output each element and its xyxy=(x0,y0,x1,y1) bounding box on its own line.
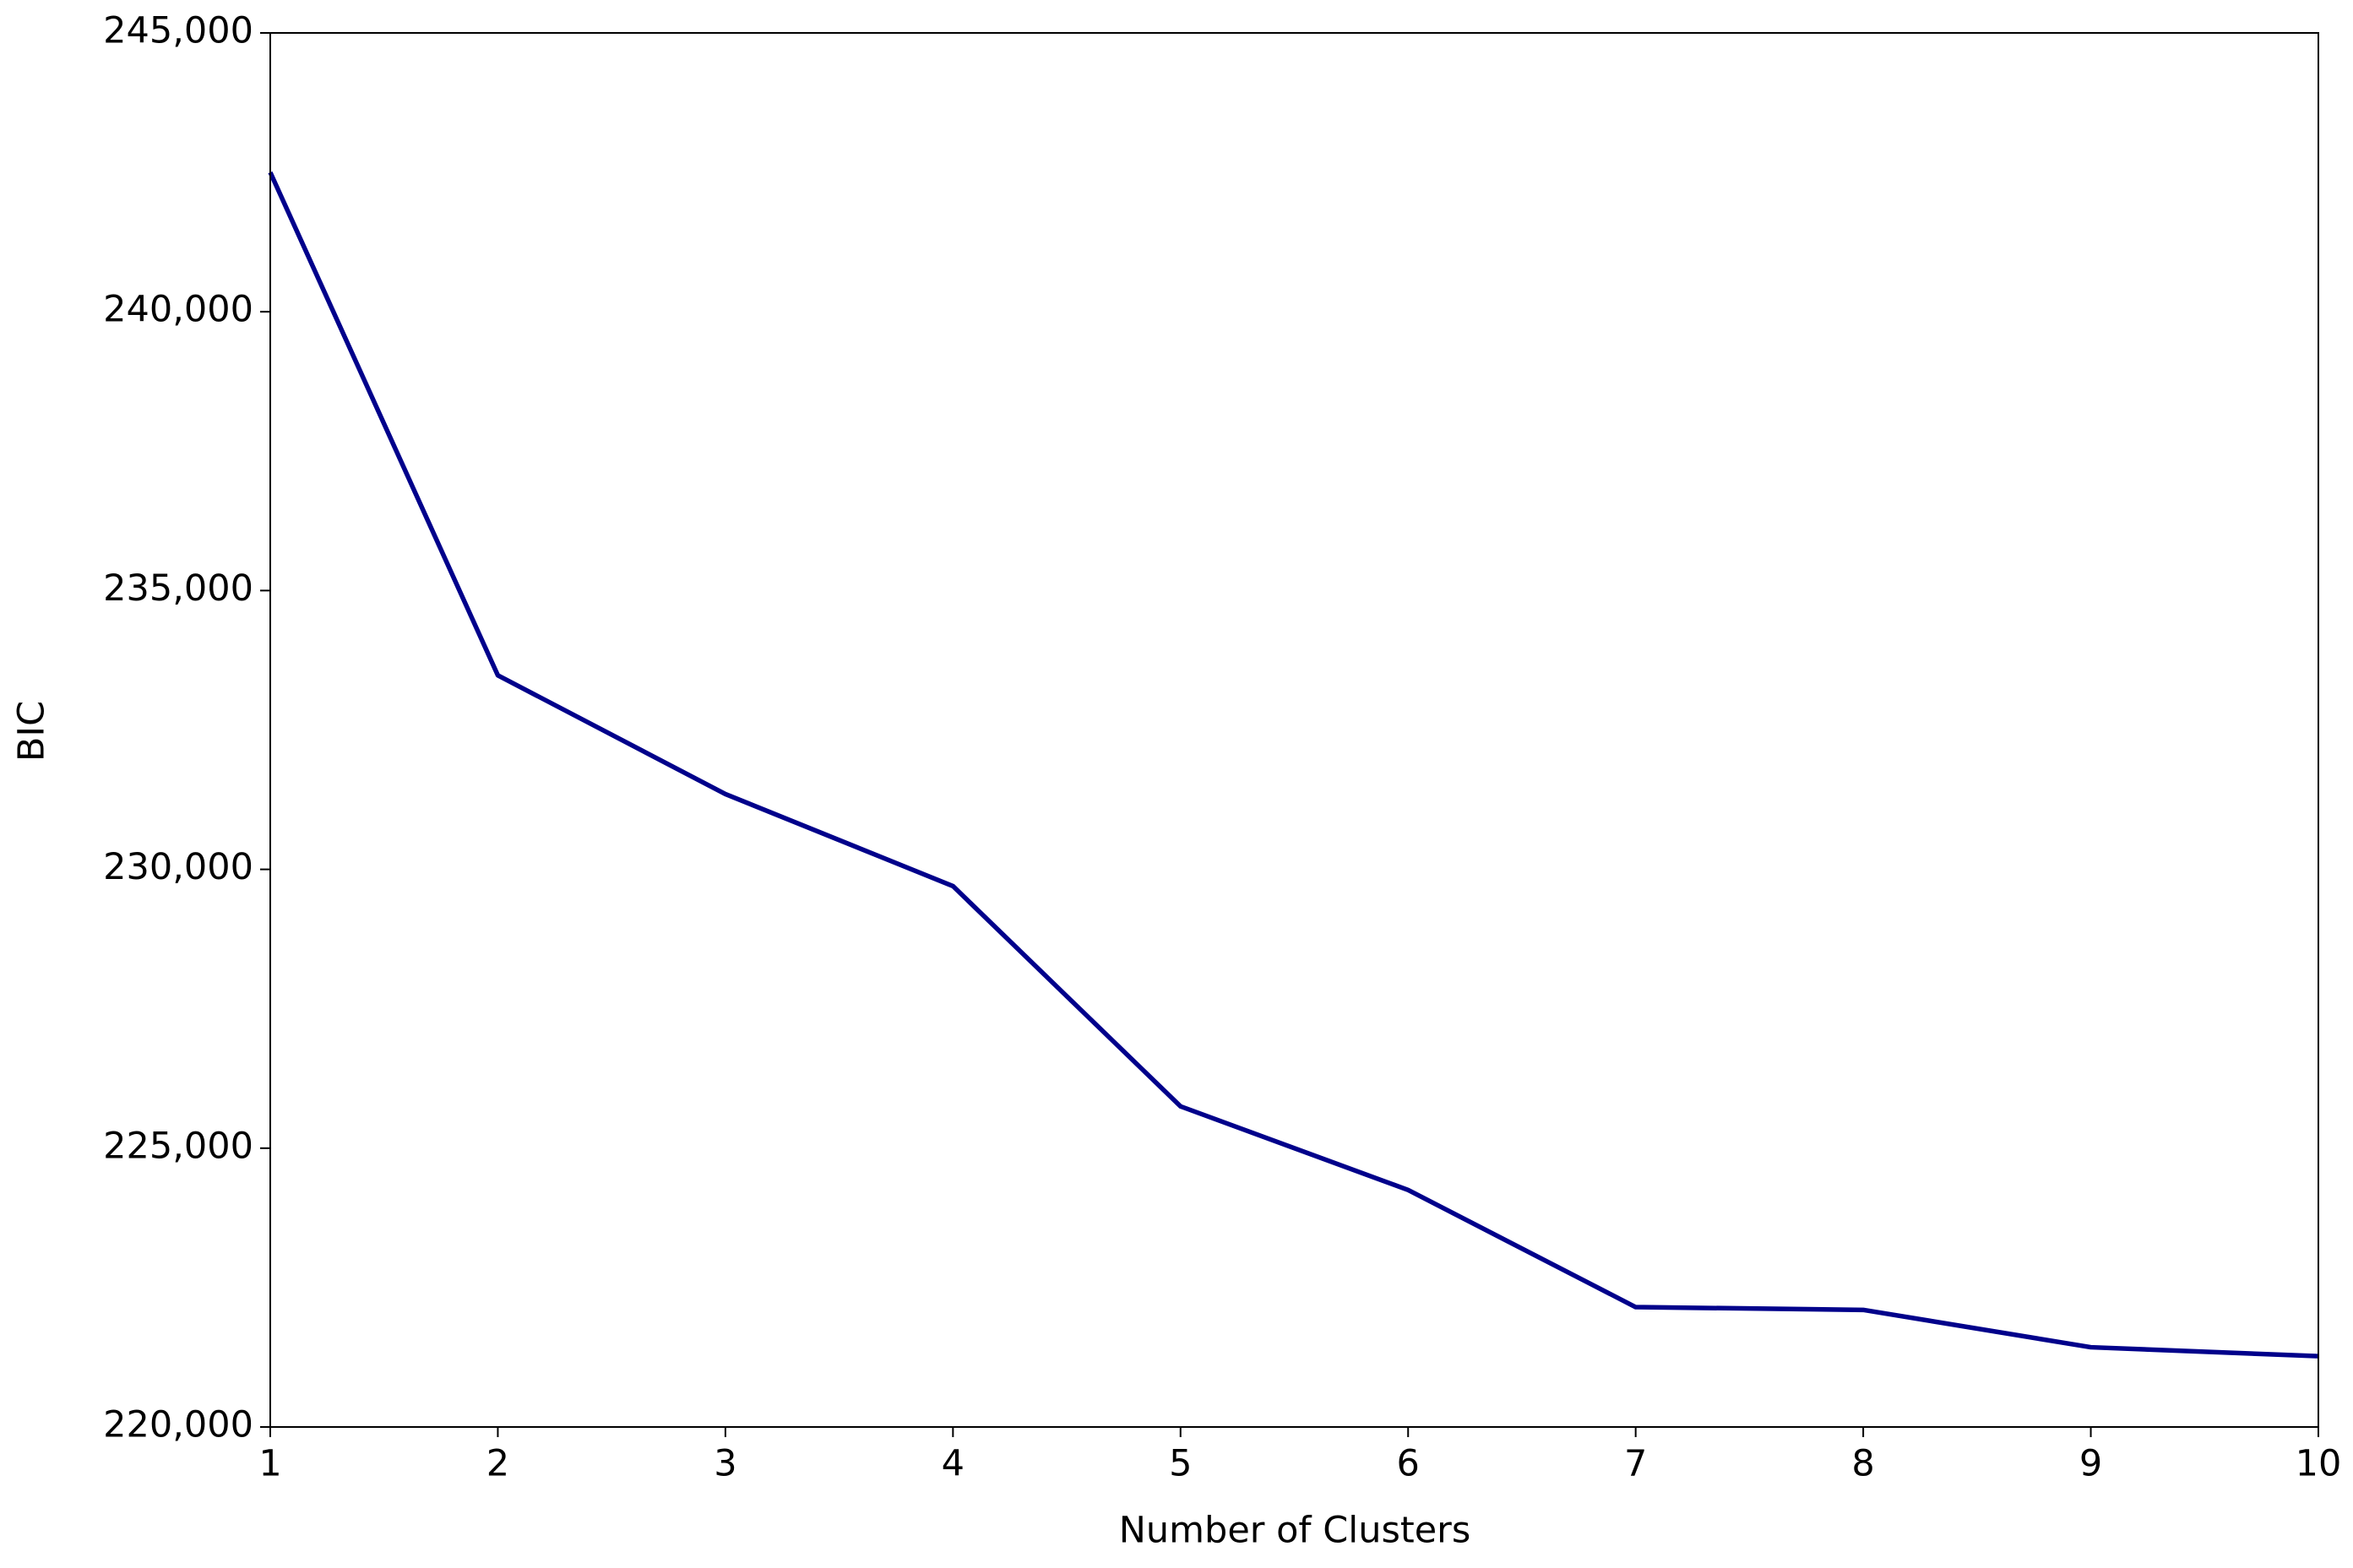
x-tick-label: 7 xyxy=(1624,1443,1647,1485)
y-tick-label: 220,000 xyxy=(103,1404,253,1446)
x-tick-label: 4 xyxy=(942,1443,965,1485)
x-tick-label: 8 xyxy=(1851,1443,1874,1485)
y-tick-label: 245,000 xyxy=(103,10,253,52)
y-tick-label: 240,000 xyxy=(103,289,253,331)
x-tick-label: 6 xyxy=(1397,1443,1420,1485)
y-tick-label: 225,000 xyxy=(103,1125,253,1167)
x-tick-label: 9 xyxy=(2079,1443,2102,1485)
x-tick-label: 5 xyxy=(1169,1443,1192,1485)
x-tick-label: 1 xyxy=(258,1443,281,1485)
x-tick-label: 3 xyxy=(714,1443,736,1485)
y-axis-label: BIC xyxy=(11,701,53,762)
plot-frame xyxy=(269,32,2319,1428)
y-tick-label: 230,000 xyxy=(103,846,253,888)
x-tick-label: 2 xyxy=(486,1443,509,1485)
data-line xyxy=(268,171,2319,1359)
x-axis-label: Number of Clusters xyxy=(1119,1510,1471,1552)
x-tick-label: 10 xyxy=(2296,1443,2342,1485)
y-tick-label: 235,000 xyxy=(103,567,253,610)
